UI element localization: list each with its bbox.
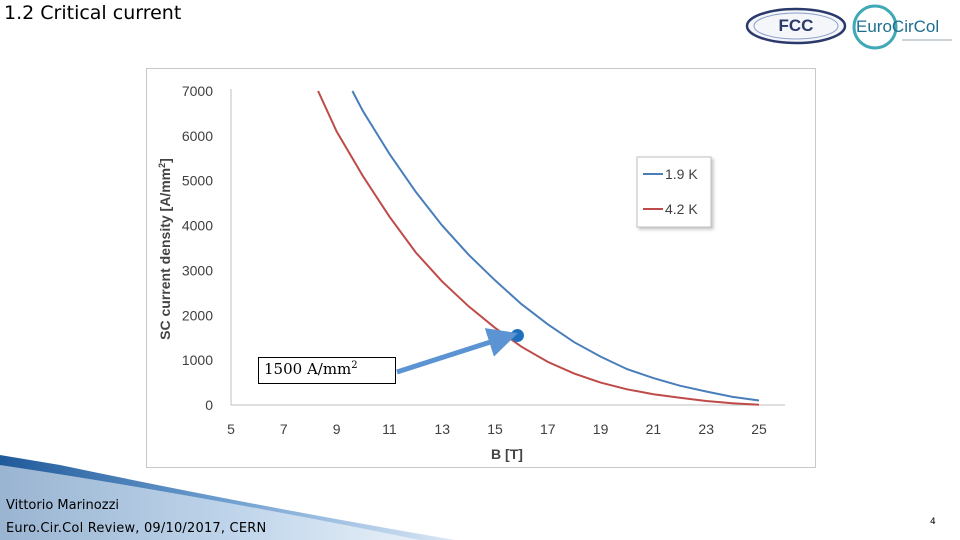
legend-label: 4.2 K [665,201,698,217]
x-tick-label: 25 [751,421,767,437]
critical-current-chart: 0 1000 2000 3000 4000 5000 6000 7000 5 7 9 11 13 15 17… [157,83,785,462]
x-axis-title: B [T] [491,446,523,462]
legend-label: 1.9 K [665,166,698,182]
svg-text:EuroCirCol: EuroCirCol [856,17,939,36]
y-tick-label: 7000 [182,83,213,99]
x-tick-label: 23 [698,421,714,437]
eurocircol-logo: EuroCirCol [852,4,952,50]
y-tick-label: 4000 [182,218,213,234]
footer-author: Vittorio Marinozzi [6,498,120,513]
x-tick-label: 15 [487,421,503,437]
x-tick-label: 5 [227,421,235,437]
fcc-logo-text: FCC [779,16,814,35]
slide-title: 1.2 Critical current [4,2,182,24]
callout-superscript: 2 [351,360,358,371]
callout-label: 1500 A/mm2 [258,357,396,384]
x-tick-label: 13 [434,421,450,437]
x-tick-label: 19 [593,421,609,437]
x-tick-label: 9 [333,421,341,437]
y-tick-label: 2000 [182,307,213,323]
x-tick-label: 7 [280,421,288,437]
y-tick-label: 3000 [182,262,213,278]
x-tick-label: 11 [382,421,397,437]
highlight-point [510,328,524,342]
y-tick-label: 0 [205,397,213,413]
legend-box [636,156,712,228]
eurocircol-logo-text-b: CirCol [892,17,939,36]
y-tick-label: 5000 [182,173,213,189]
eurocircol-logo-text-a: Euro [856,17,892,36]
x-tick-label: 21 [646,421,662,437]
callout-value: 1500 A/mm [264,360,352,378]
chart-frame: 0 1000 2000 3000 4000 5000 6000 7000 5 7 9 11 13 15 17… [146,68,816,468]
y-tick-label: 1000 [182,352,213,368]
x-tick-label: 17 [540,421,556,437]
y-axis-title: SC current density [A/mm2] [157,158,173,340]
y-axis-title-close: ] [157,158,173,163]
y-tick-label: 6000 [182,128,213,144]
series-line-2 [317,90,760,406]
y-axis-title-sup: 2 [157,163,167,168]
page-number: 4 [930,517,936,527]
series-line-1 [351,90,760,402]
footer-event: Euro.Cir.Col Review, 09/10/2017, CERN [6,521,267,536]
y-axis-title-main: SC current density [A/mm [157,168,173,340]
footer-swoosh [0,455,455,540]
fcc-logo: FCC [745,7,847,45]
